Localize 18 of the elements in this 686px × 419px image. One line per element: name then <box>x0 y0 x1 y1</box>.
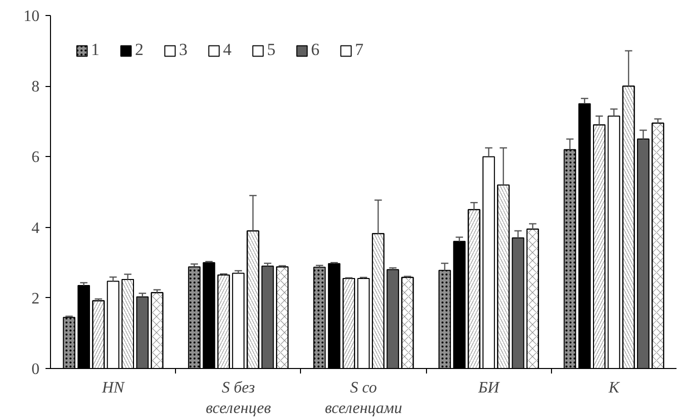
y-tick-label: 4 <box>32 220 40 237</box>
y-tick-label: 6 <box>32 149 40 166</box>
x-tick-label: БИ <box>477 380 501 396</box>
x-tick-label: K <box>608 380 621 396</box>
y-tick-label: 8 <box>32 78 40 96</box>
legend-label: 4 <box>223 40 232 60</box>
legend-label: 2 <box>135 40 144 60</box>
y-tick-label: 10 <box>24 8 40 25</box>
legend-label: 6 <box>311 40 320 60</box>
y-tick-label: 0 <box>32 361 40 378</box>
legend-label: 1 <box>91 40 100 60</box>
legend-label: 5 <box>267 40 276 60</box>
legend-label: 3 <box>179 40 188 60</box>
x-tick-label: HN <box>100 380 126 396</box>
y-tick-label: 2 <box>32 290 40 308</box>
x-tick-label: S со вселенцами <box>324 380 402 417</box>
legend-label: 7 <box>355 40 364 60</box>
x-tick-label: S без вселенцев <box>206 380 271 417</box>
